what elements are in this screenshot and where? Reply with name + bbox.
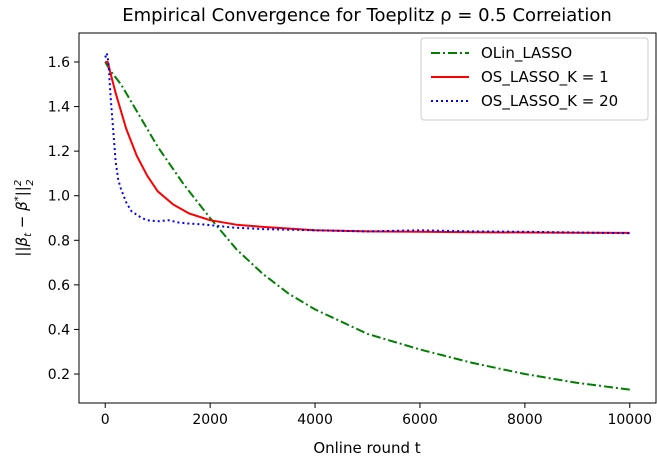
x-tick-label: 0 [101, 412, 110, 428]
y-tick-label: 1.0 [48, 189, 70, 205]
y-tick-label: 0.2 [48, 367, 70, 383]
x-tick-label: 6000 [402, 412, 438, 428]
series-line-0 [104, 61, 630, 391]
svg-text:||βt − β*||22: ||βt − β*||22 [13, 179, 36, 256]
series-line-2 [104, 52, 630, 235]
chart-title: Empirical Convergence for Toeplitz ρ = 0… [122, 5, 612, 26]
y-tick-label: 0.4 [48, 322, 70, 338]
legend-box [420, 37, 649, 121]
x-axis-label: Online round t [313, 439, 420, 457]
y-tick-label: 1.4 [48, 100, 70, 116]
legend: OLin_LASSO OS_LASSO_K = 1 OS_LASSO_K = 20 [420, 37, 649, 121]
y-tick-label: 1.2 [48, 144, 70, 160]
y-axis-label: ||βt − β*||22 [13, 179, 36, 256]
plot-area [104, 52, 630, 391]
x-tick-label: 8000 [507, 412, 543, 428]
x-tick-label: 2000 [192, 412, 228, 428]
y-tick-label: 1.6 [48, 55, 70, 71]
axis-ticks: 0 2000 4000 6000 8000 10000 0.2 0.4 0.6 0.8 1.0 1.2… [48, 55, 652, 428]
legend-label-2: OS_LASSO_K = 20 [481, 92, 618, 111]
y-tick-label: 0.8 [48, 233, 70, 249]
x-tick-label: 10000 [607, 412, 652, 428]
plot-frame [78, 32, 657, 404]
x-tick-label: 4000 [297, 412, 333, 428]
y-tick-label: 0.6 [48, 278, 70, 294]
legend-label-1: OS_LASSO_K = 1 [481, 68, 609, 87]
legend-label-0: OLin_LASSO [481, 44, 572, 63]
